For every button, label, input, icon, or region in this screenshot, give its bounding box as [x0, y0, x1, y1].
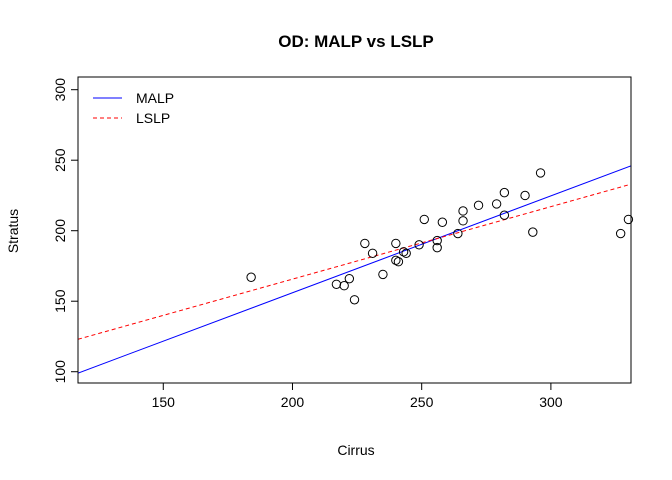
data-point	[432, 235, 442, 246]
data-point	[499, 187, 510, 198]
data-point	[453, 228, 463, 239]
data-point	[344, 273, 355, 284]
data-point	[398, 247, 409, 257]
y-tick-label: 100	[52, 360, 68, 384]
data-point	[623, 214, 634, 225]
data-point	[458, 206, 468, 216]
data-point	[615, 228, 626, 239]
data-point	[432, 242, 442, 253]
data-point	[391, 255, 401, 266]
data-point	[367, 248, 378, 258]
fit-lines	[78, 165, 631, 374]
legend: MALP LSLP	[93, 90, 174, 126]
x-axis-label: Cirrus	[337, 442, 374, 458]
x-tick-label: 250	[410, 394, 434, 410]
data-point	[528, 227, 538, 237]
data-point	[401, 248, 411, 258]
fit-line-malp	[78, 165, 631, 374]
data-point	[437, 217, 448, 227]
data-point	[378, 269, 388, 280]
x-tick-label: 200	[281, 394, 305, 410]
y-tick-label: 200	[52, 219, 68, 243]
data-point	[473, 200, 484, 211]
data-point	[419, 214, 429, 225]
data-point	[499, 210, 510, 220]
y-tick-label: 250	[52, 148, 68, 172]
data-point	[458, 216, 468, 226]
legend-label-lslp: LSLP	[136, 110, 170, 126]
data-point	[246, 272, 256, 282]
x-tick-label: 300	[539, 394, 563, 410]
legend-label-malp: MALP	[136, 90, 174, 106]
data-point	[349, 295, 360, 305]
y-axis: 100 150 200 250 300	[52, 78, 78, 384]
fit-line-lslp	[78, 183, 631, 340]
x-axis: 150 200 250 300	[152, 383, 563, 410]
data-point	[331, 279, 342, 289]
data-point	[360, 238, 370, 249]
data-point	[339, 281, 349, 291]
chart-title: OD: MALP vs LSLP	[278, 32, 434, 51]
y-tick-label: 150	[52, 289, 68, 313]
data-point	[391, 238, 401, 249]
plot-frame	[77, 76, 632, 384]
data-point	[393, 257, 404, 267]
y-axis-label: Stratus	[5, 209, 21, 253]
x-tick-label: 150	[152, 394, 176, 410]
y-tick-label: 300	[52, 78, 68, 102]
data-point	[520, 190, 530, 201]
data-point	[414, 240, 424, 250]
data-point	[535, 168, 546, 178]
data-point	[491, 199, 502, 209]
data-points	[246, 168, 634, 305]
